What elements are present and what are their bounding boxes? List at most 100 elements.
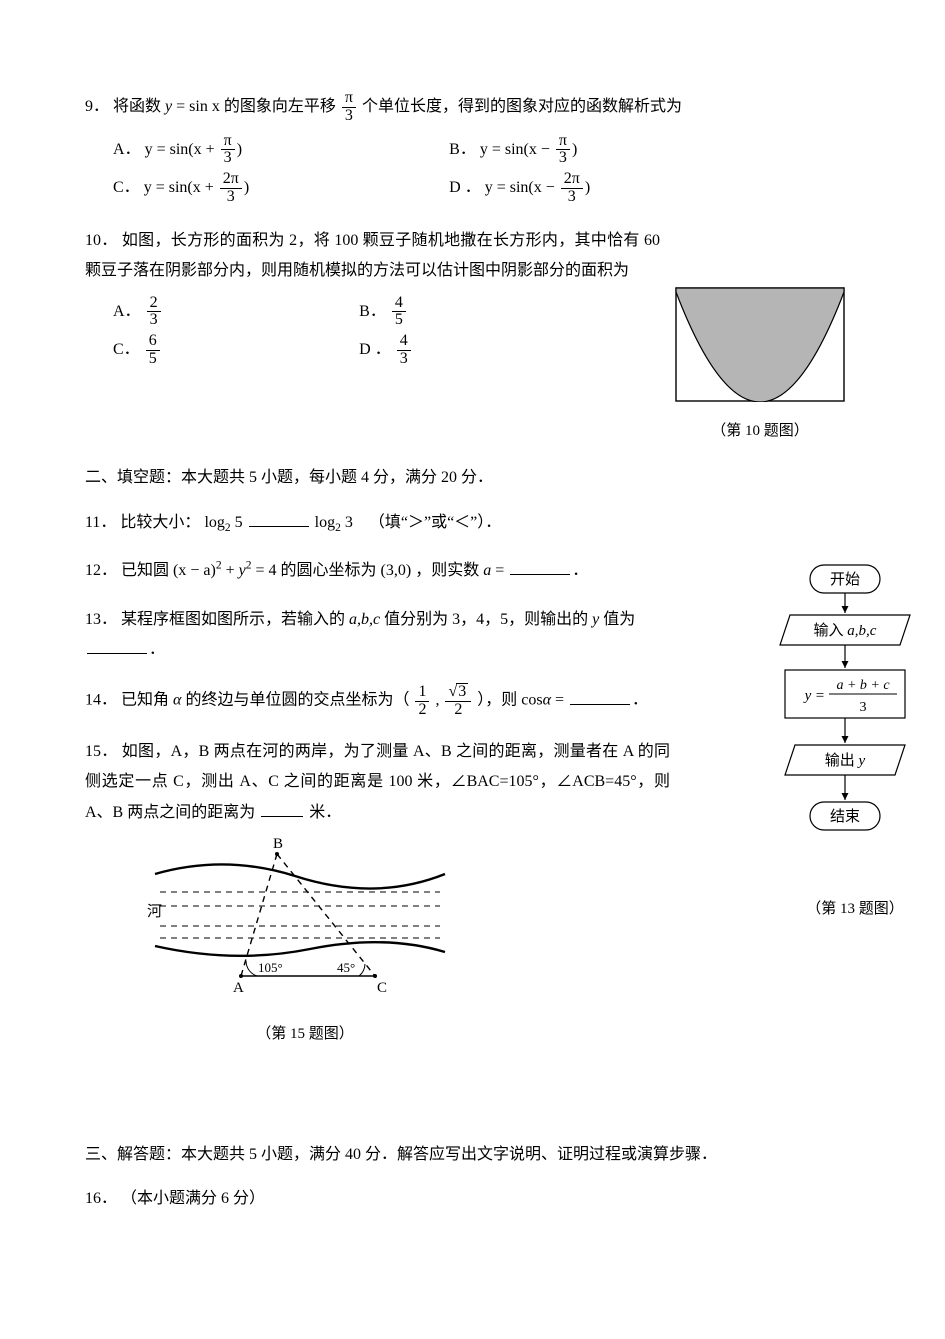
- q10-a-den: 3: [147, 312, 161, 329]
- q9-c-label: C．: [113, 179, 140, 196]
- q14-xnum: 1: [415, 684, 429, 702]
- question-12: 12． 已知圆 (x − a)2 + y2 = 4 的圆心坐标为 (3,0) ，…: [85, 556, 860, 586]
- question-11: 11． 比较大小： log2 5 log2 3 （填“＞”或“＜”）．: [85, 508, 860, 538]
- q10-caption: （第 10 题图）: [660, 417, 860, 446]
- q10-b-num: 4: [392, 295, 406, 313]
- q9-option-d: D ． y = sin(x − 2π3): [449, 171, 785, 206]
- q12-y: y: [239, 562, 246, 579]
- q9-c-num: 2π: [220, 171, 242, 189]
- q9-a-pre: y = sin(x +: [145, 141, 219, 158]
- q9-d-post: ): [585, 179, 590, 196]
- q9-a-post: ): [237, 141, 242, 158]
- section-3-title: 三、解答题：本大题共 5 小题，满分 40 分．解答应写出文字说明、证明过程或演…: [85, 1140, 860, 1170]
- q12-eq: = 4: [251, 562, 276, 579]
- q10-c-den: 5: [146, 351, 160, 368]
- question-15: 15． 如图，A，B 两点在河的两岸，为了测量 A、B 之间的距离，测量者在 A…: [85, 737, 860, 1048]
- q12-number: 12．: [85, 562, 117, 579]
- q13-stem-a: 某程序框图如图所示，若输入的: [121, 611, 349, 628]
- q9-stem-c: 个单位长度，得到的图象对应的函数解析式为: [362, 98, 682, 115]
- q11-arg2: 3: [341, 514, 353, 531]
- q14-xden: 2: [415, 702, 429, 719]
- q9-d-num: 2π: [561, 171, 583, 189]
- q9-option-c: C． y = sin(x + 2π3): [113, 171, 449, 206]
- q9-stem-b: 的图象向左平移: [224, 98, 340, 115]
- q14-comma: ,: [435, 692, 439, 709]
- q15-figure: B A C 105° 45° 河 （第 15 题图）: [145, 834, 465, 1048]
- q12-plus: +: [222, 562, 239, 579]
- q9-d-den: 3: [561, 189, 583, 206]
- q9-option-b: B． y = sin(x − π3): [449, 133, 785, 168]
- q10-stem: 如图，长方形的面积为 2，将 100 颗豆子随机地撒在长方形内，其中恰有 60 …: [85, 232, 660, 279]
- q14-blank: [570, 688, 630, 705]
- question-10: 10． 如图，长方形的面积为 2，将 100 颗豆子随机地撒在长方形内，其中恰有…: [85, 226, 860, 446]
- q12-eqsign: =: [495, 562, 508, 579]
- q15-stem: 如图，A，B 两点在河的两岸，为了测量 A、B 之间的距离，测量者在 A 的同侧…: [85, 743, 670, 821]
- q14-alpha2: α: [543, 692, 551, 709]
- q14-stem-a: 已知角: [121, 692, 173, 709]
- q13-number: 13．: [85, 611, 117, 628]
- q9-c-pre: y = sin(x +: [144, 179, 218, 196]
- pt-c: C: [377, 980, 387, 996]
- q9-c-post: ): [244, 179, 249, 196]
- q14-cos: cos: [521, 692, 542, 709]
- q12-stem-c: ，则实数: [415, 562, 483, 579]
- q10-b-den: 5: [392, 312, 406, 329]
- q15-unit: 米．: [309, 804, 341, 821]
- ang-45: 45°: [337, 960, 355, 975]
- q11-stem-a: 比较大小：: [120, 514, 200, 531]
- q12-a: a: [483, 562, 491, 579]
- q16-number: 16．: [85, 1190, 117, 1207]
- q10-a-label: A．: [113, 303, 141, 320]
- q9-option-a: A． y = sin(x + π3): [113, 133, 449, 168]
- q10-c-label: C．: [113, 341, 140, 358]
- q9-b-pre: y = sin(x −: [480, 141, 554, 158]
- q9-d-pre: y = sin(x −: [485, 179, 559, 196]
- question-13: 13． 某程序框图如图所示，若输入的 a,b,c 值分别为 3，4，5，则输出的…: [85, 605, 860, 666]
- river-label: 河: [147, 903, 162, 920]
- q10-number: 10．: [85, 232, 118, 249]
- q10-d-den: 3: [397, 351, 411, 368]
- parabola-figure: [675, 287, 845, 402]
- pt-b: B: [273, 836, 283, 852]
- flow-start: 开始: [830, 571, 860, 588]
- q13-stem-b: 值分别为 3，4，5，则输出的: [384, 611, 592, 628]
- q9-a-den: 3: [221, 150, 235, 167]
- q10-figure: （第 10 题图）: [660, 287, 860, 446]
- q10-option-d: D ． 43: [359, 333, 605, 368]
- q9-a-num: π: [221, 133, 235, 151]
- q15-caption: （第 15 题图）: [145, 1020, 465, 1049]
- q9-shift-den: 3: [342, 108, 356, 125]
- q10-a-num: 2: [147, 295, 161, 313]
- q13-stem-c: 值为: [603, 611, 635, 628]
- q9-shift-num: π: [342, 90, 356, 108]
- q10-d-num: 4: [397, 333, 411, 351]
- q11-number: 11．: [85, 514, 116, 531]
- q9-eq: =: [172, 98, 189, 115]
- q12-stem-a: 已知圆: [121, 562, 173, 579]
- flow-den: 3: [860, 700, 867, 715]
- q11-log1: log: [204, 514, 224, 531]
- q9-b-post: ): [572, 141, 577, 158]
- q15-blank: [261, 800, 303, 817]
- q11-blank: [249, 510, 309, 527]
- section-2-title: 二、填空题：本大题共 5 小题，每小题 4 分，满分 20 分．: [85, 463, 860, 493]
- question-14: 14． 已知角 α 的终边与单位圆的交点坐标为（ 12 , 32 ），则 cos…: [85, 683, 860, 719]
- q12-lhs: (x − a): [173, 562, 216, 579]
- q9-b-den: 3: [556, 150, 570, 167]
- q9-stem-a: 将函数: [113, 98, 165, 115]
- q9-c-den: 3: [220, 189, 242, 206]
- q12-center: (3,0): [381, 562, 412, 579]
- q12-stem-b: 的圆心坐标为: [281, 562, 381, 579]
- q9-b-label: B．: [449, 141, 476, 158]
- q14-stem-c: ），则: [477, 692, 521, 709]
- q16-stem: （本小题满分 6 分）: [121, 1190, 265, 1207]
- q10-c-num: 6: [146, 333, 160, 351]
- q11-tail: （填“＞”或“＜”）．: [369, 514, 501, 531]
- q13-y: y: [592, 611, 599, 628]
- q11-log2: log: [315, 514, 335, 531]
- q10-option-c: C． 65: [113, 333, 359, 368]
- q12-blank: [510, 558, 570, 575]
- question-9: 9． 将函数 y = sin x 的图象向左平移 π3 个单位长度，得到的图象对…: [85, 90, 860, 208]
- q15-number: 15．: [85, 743, 118, 760]
- ang-105: 105°: [258, 960, 283, 975]
